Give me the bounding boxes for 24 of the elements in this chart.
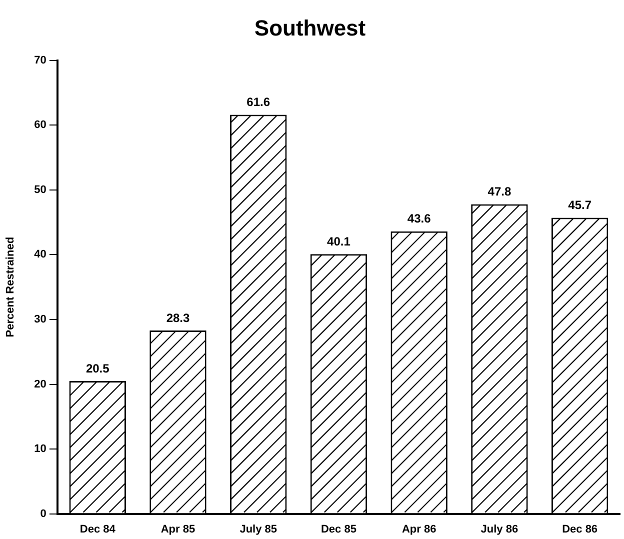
y-tick-label: 50 <box>34 184 46 196</box>
y-tick-label: 30 <box>34 314 46 326</box>
y-tick-label: 60 <box>34 119 46 132</box>
x-tick-label: Dec 85 <box>320 523 356 536</box>
data-label: 40.1 <box>327 234 351 248</box>
data-label: 45.7 <box>568 198 592 212</box>
data-label: 28.3 <box>166 310 190 325</box>
y-tick-label: 10 <box>34 443 46 456</box>
data-label: 47.8 <box>488 184 512 199</box>
y-axis-title: Percent Restrained <box>4 236 17 338</box>
chart-title: Southwest <box>254 15 366 40</box>
y-tick-label: 40 <box>34 248 46 261</box>
x-tick-label: July 85 <box>240 523 278 536</box>
x-tick-label: Apr 86 <box>402 523 436 536</box>
data-label: 61.6 <box>246 95 270 110</box>
x-tick-label: Apr 85 <box>160 523 196 536</box>
data-label: 20.5 <box>86 361 110 376</box>
data-label: 43.6 <box>407 212 432 226</box>
y-tick-label: 0 <box>40 508 46 520</box>
x-tick-label: Dec 86 <box>562 523 598 536</box>
y-tick-label: 70 <box>34 54 46 66</box>
x-tick-label: Dec 84 <box>80 523 116 536</box>
x-tick-label: July 86 <box>480 523 518 536</box>
y-tick-label: 20 <box>34 378 46 390</box>
